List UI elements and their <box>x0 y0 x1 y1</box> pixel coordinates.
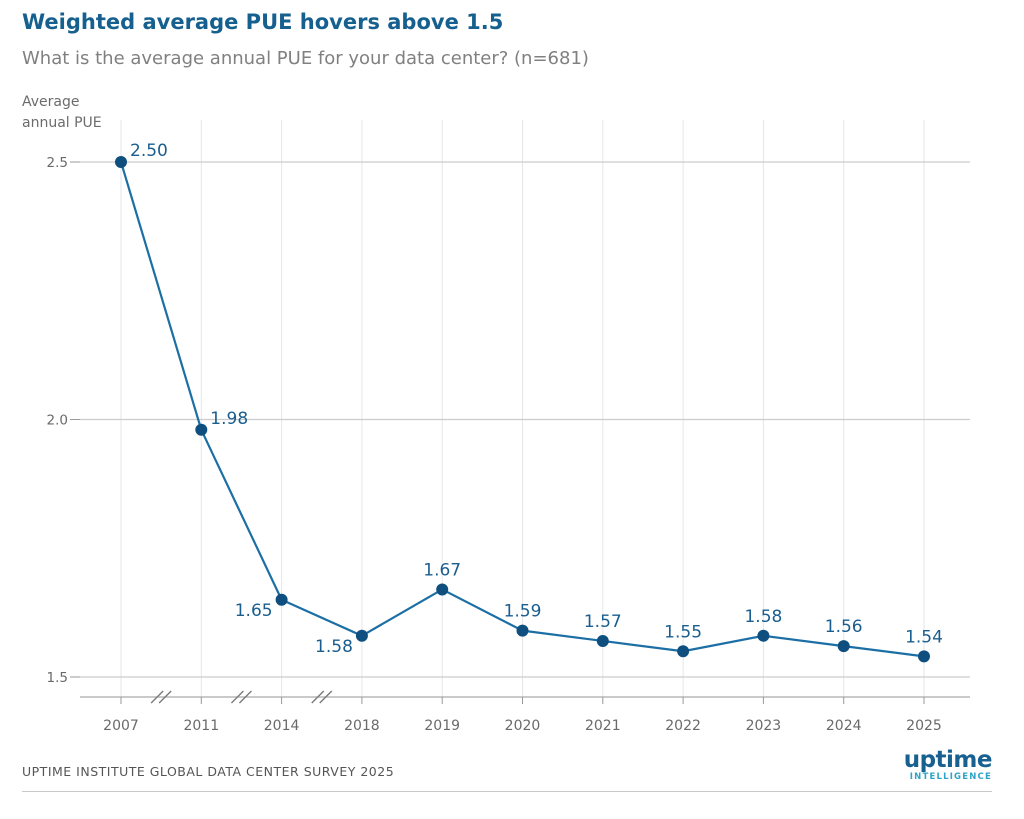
axis-break-stroke <box>150 690 164 704</box>
axis-break-stroke <box>230 690 244 704</box>
source-note: UPTIME INSTITUTE GLOBAL DATA CENTER SURV… <box>22 764 395 779</box>
axis-break-marker <box>230 690 252 704</box>
data-point <box>596 634 609 647</box>
data-point <box>275 593 288 606</box>
data-label: 2.50 <box>130 141 168 161</box>
axis-break-marker <box>311 690 333 704</box>
x-tick-label: 2025 <box>906 718 942 734</box>
data-point <box>115 156 127 168</box>
data-point <box>355 629 368 642</box>
data-label: 1.55 <box>664 622 702 642</box>
x-tick-label: 2018 <box>344 718 380 734</box>
data-label: 1.59 <box>504 602 542 622</box>
data-label: 1.58 <box>315 637 353 657</box>
y-axis-label: Average annual PUE <box>22 92 102 134</box>
data-label: 1.54 <box>905 627 943 647</box>
x-tick-label: 2011 <box>183 718 219 734</box>
data-label: 1.58 <box>744 607 782 627</box>
footer-divider <box>22 791 992 792</box>
x-tick-label: 2019 <box>424 718 460 734</box>
data-label: 1.57 <box>584 612 622 632</box>
data-point <box>837 640 850 653</box>
y-axis-label-line-2: annual PUE <box>22 115 102 131</box>
logo-subtitle: INTELLIGENCE <box>909 772 992 782</box>
chart-subtitle: What is the average annual PUE for your … <box>22 48 589 69</box>
data-label: 1.67 <box>423 560 461 580</box>
chart-title: Weighted average PUE hovers above 1.5 <box>22 10 504 34</box>
axis-break-marker <box>150 690 172 704</box>
data-point <box>677 645 690 658</box>
y-tick-label: 2.5 <box>47 155 68 171</box>
data-label: 1.98 <box>210 409 248 429</box>
y-tick-label: 2.0 <box>47 413 68 429</box>
x-tick-label: 2024 <box>826 718 862 734</box>
x-tick-label: 2007 <box>103 718 139 734</box>
x-tick-label: 2014 <box>264 718 300 734</box>
x-tick-label: 2022 <box>665 718 701 734</box>
data-point <box>757 629 770 642</box>
logo-wordmark: uptime <box>903 747 993 773</box>
axis-break-stroke <box>319 690 333 704</box>
data-label: 1.56 <box>825 617 863 637</box>
uptime-logo: uptime INTELLIGENCE <box>880 747 993 782</box>
data-point <box>918 650 930 663</box>
data-point <box>195 423 208 436</box>
data-point <box>436 583 449 596</box>
x-tick-label: 2021 <box>585 718 621 734</box>
y-axis-label-line-1: Average <box>22 94 80 110</box>
axis-break-stroke <box>311 690 325 704</box>
data-label: 1.65 <box>235 601 273 621</box>
axis-break-stroke <box>238 690 252 704</box>
axis-break-stroke <box>158 690 172 704</box>
x-tick-label: 2023 <box>746 718 782 734</box>
data-point <box>516 624 529 637</box>
x-tick-label: 2020 <box>505 718 541 734</box>
y-tick-label: 1.5 <box>47 670 68 686</box>
